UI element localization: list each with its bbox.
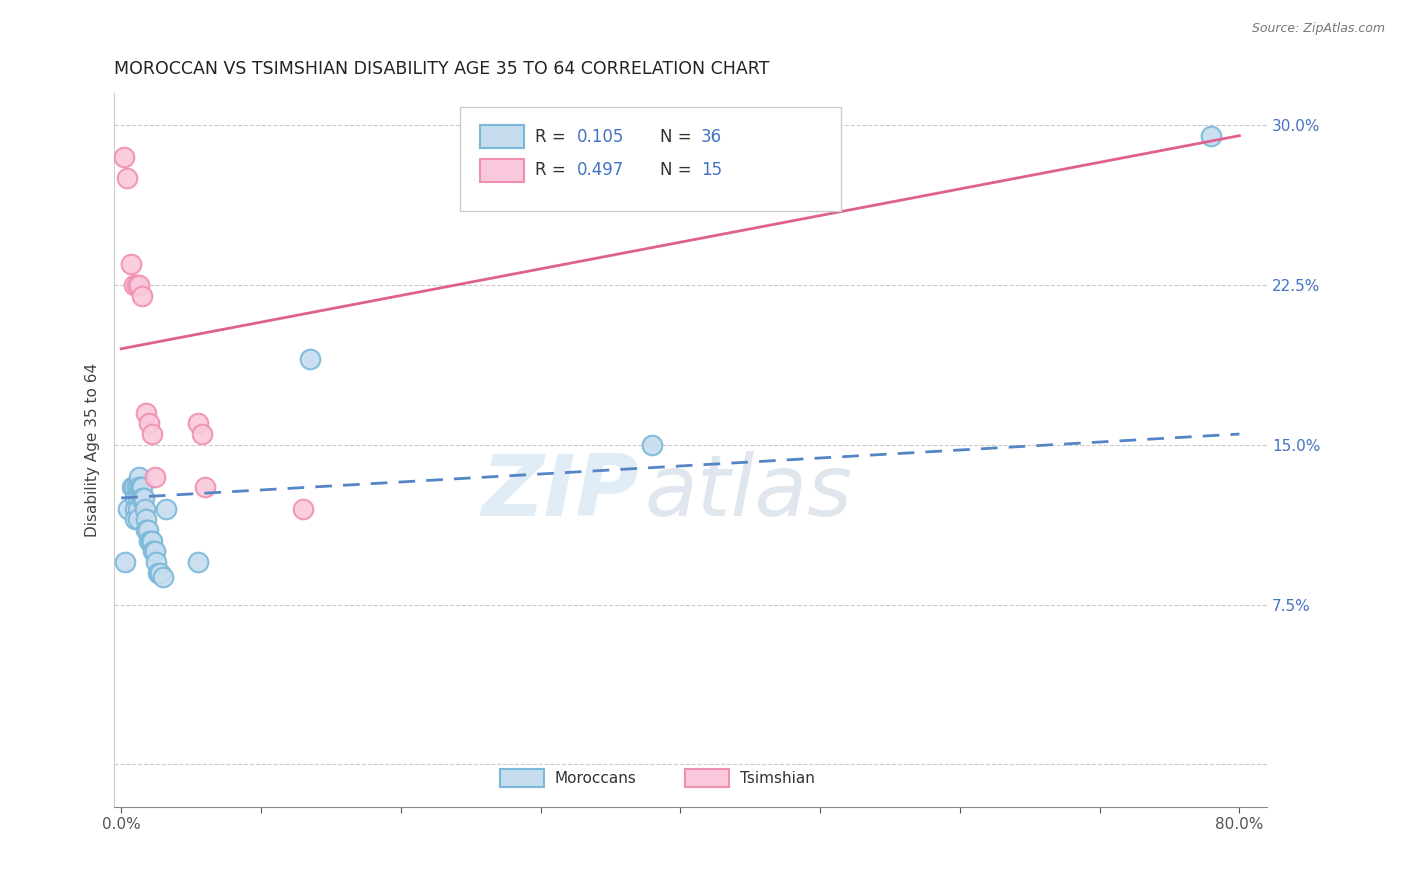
Point	[187, 417, 209, 431]
FancyBboxPatch shape	[460, 107, 841, 211]
Point	[141, 427, 163, 442]
Point	[115, 171, 138, 186]
Text: Tsimshian: Tsimshian	[741, 771, 815, 786]
Point	[124, 512, 146, 526]
Text: 0.497: 0.497	[576, 161, 624, 179]
Point	[124, 491, 146, 505]
Point	[149, 566, 172, 580]
Text: atlas: atlas	[644, 451, 852, 534]
Point	[191, 427, 214, 442]
Y-axis label: Disability Age 35 to 64: Disability Age 35 to 64	[86, 363, 100, 537]
Point	[298, 352, 321, 367]
Point	[117, 501, 139, 516]
Point	[129, 480, 152, 494]
Point	[155, 501, 177, 516]
Point	[143, 544, 166, 558]
Point	[131, 288, 153, 302]
Point	[120, 256, 142, 270]
Point	[129, 491, 152, 505]
Point	[127, 501, 149, 516]
Point	[194, 480, 217, 494]
Point	[127, 512, 149, 526]
Point	[114, 555, 136, 569]
Point	[139, 533, 162, 548]
Point	[641, 438, 664, 452]
Point	[131, 491, 153, 505]
Point	[131, 480, 153, 494]
Text: R =: R =	[536, 128, 571, 145]
Point	[135, 406, 157, 420]
Point	[128, 277, 150, 292]
Text: Source: ZipAtlas.com: Source: ZipAtlas.com	[1251, 22, 1385, 36]
Text: 0.105: 0.105	[576, 128, 624, 145]
Point	[145, 555, 167, 569]
Text: ZIP: ZIP	[481, 451, 638, 534]
Point	[136, 523, 159, 537]
FancyBboxPatch shape	[479, 125, 523, 148]
Point	[152, 570, 174, 584]
Point	[138, 533, 160, 548]
Text: R =: R =	[536, 161, 571, 179]
Point	[127, 491, 149, 505]
Point	[142, 544, 165, 558]
Point	[124, 501, 146, 516]
Point	[187, 555, 209, 569]
FancyBboxPatch shape	[501, 769, 544, 787]
Text: 15: 15	[702, 161, 723, 179]
Point	[138, 417, 160, 431]
Text: N =: N =	[659, 128, 696, 145]
Point	[125, 480, 148, 494]
Text: MOROCCAN VS TSIMSHIAN DISABILITY AGE 35 TO 64 CORRELATION CHART: MOROCCAN VS TSIMSHIAN DISABILITY AGE 35 …	[114, 60, 769, 78]
Text: Moroccans: Moroccans	[555, 771, 637, 786]
Point	[1201, 128, 1223, 143]
FancyBboxPatch shape	[685, 769, 728, 787]
Point	[135, 523, 157, 537]
Point	[143, 469, 166, 483]
Text: N =: N =	[659, 161, 696, 179]
Point	[291, 501, 314, 516]
FancyBboxPatch shape	[479, 160, 523, 182]
Point	[125, 277, 148, 292]
Point	[132, 491, 155, 505]
Point	[112, 150, 135, 164]
Point	[146, 566, 169, 580]
Text: 36: 36	[702, 128, 723, 145]
Point	[128, 469, 150, 483]
Point	[122, 480, 145, 494]
Point	[134, 501, 156, 516]
Point	[128, 480, 150, 494]
Point	[121, 480, 143, 494]
Point	[122, 277, 145, 292]
Point	[135, 512, 157, 526]
Point	[141, 533, 163, 548]
